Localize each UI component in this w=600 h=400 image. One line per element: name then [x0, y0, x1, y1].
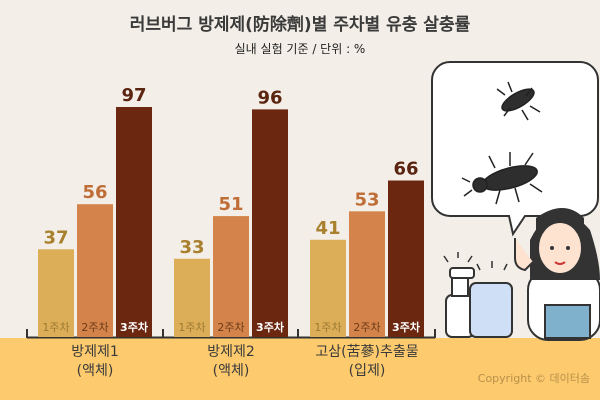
bar	[77, 204, 113, 337]
data-label: 41	[315, 218, 340, 239]
data-label: 66	[393, 159, 418, 180]
spray-bottle	[443, 252, 475, 338]
bar	[349, 211, 385, 337]
series-label: 1주차	[42, 321, 69, 334]
category-name: 방제제2	[207, 344, 255, 360]
data-label: 96	[257, 87, 282, 108]
bar	[116, 107, 152, 337]
category-label: 고삼(苦蔘)추출물 (입제)	[297, 343, 437, 381]
data-label: 37	[43, 227, 68, 248]
bottom-band	[0, 338, 600, 400]
bar	[174, 258, 210, 337]
speech-bubble	[431, 61, 599, 237]
data-label: 53	[354, 189, 379, 210]
category-type: (액체)	[76, 363, 114, 379]
chart-title: 러브버그 방제제(防除劑)별 주차별 유충 살충률	[129, 15, 471, 35]
bar	[388, 180, 424, 337]
series-label: 1주차	[178, 321, 205, 334]
series-label: 2주차	[353, 321, 380, 334]
chart-subtitle: 실내 실험 기준 / 단위 : %	[234, 42, 366, 56]
series-label: 3주차	[120, 320, 149, 334]
data-label: 51	[218, 194, 243, 215]
bar	[310, 239, 346, 337]
data-label: 33	[179, 237, 204, 258]
container	[469, 261, 513, 338]
bar	[38, 249, 74, 337]
data-label: 97	[121, 85, 146, 106]
bar	[213, 216, 249, 337]
bug-icon	[461, 152, 543, 205]
copyright: Copyright © 데이터솜	[477, 372, 590, 385]
person-figure	[514, 208, 600, 341]
series-label: 3주차	[392, 320, 421, 334]
series-label: 2주차	[81, 321, 108, 334]
category-type: (입제)	[348, 363, 386, 379]
series-label: 1주차	[314, 321, 341, 334]
category-name: 고삼(苦蔘)추출물	[315, 344, 419, 360]
data-label: 56	[82, 182, 107, 203]
series-label: 2주차	[217, 321, 244, 334]
category-type: (액체)	[212, 363, 250, 379]
series-label: 3주차	[256, 320, 285, 334]
bug-icon	[496, 81, 541, 121]
bar	[252, 109, 288, 338]
category-name: 방제제1	[71, 344, 119, 360]
category-label: 방제제1 (액체)	[25, 343, 165, 381]
category-label: 방제제2 (액체)	[161, 343, 301, 381]
